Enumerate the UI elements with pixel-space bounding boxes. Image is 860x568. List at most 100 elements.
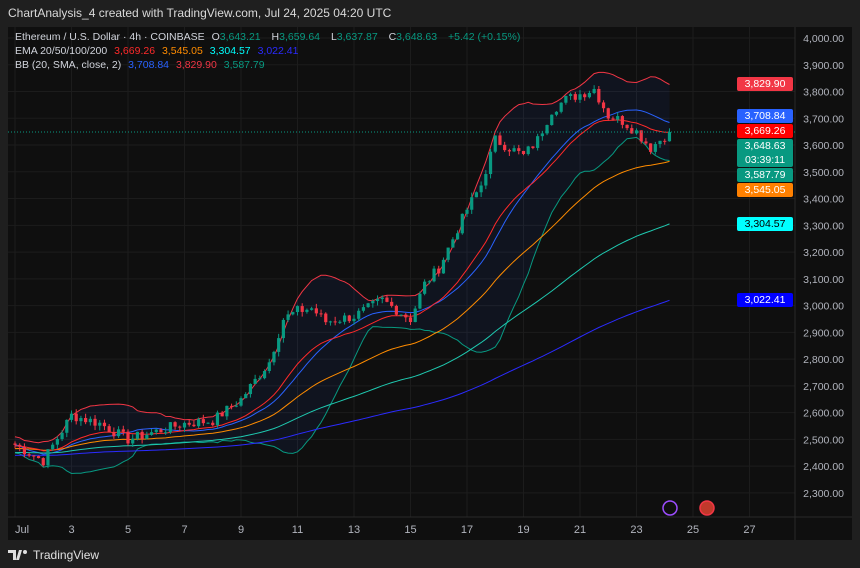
- price-chart[interactable]: 4,000.00 3,900.00 3,800.00 3,700.00 3,600.00…: [8, 27, 852, 540]
- candle-body: [107, 426, 111, 433]
- candle-body: [597, 88, 601, 103]
- bb-upper-value: 3,829.90: [175, 59, 217, 71]
- candle-body: [98, 422, 102, 426]
- candle-body: [620, 116, 624, 125]
- price-tick-label: 2,500.00: [803, 434, 844, 446]
- candle-body: [84, 418, 88, 423]
- price-tick-label: 4,000.00: [803, 33, 844, 45]
- symbol-label[interactable]: Ethereum / U.S. Dollar · 4h · COINBASE: [15, 31, 205, 43]
- badge-price: 3,022.41: [744, 293, 786, 306]
- candle-body: [366, 303, 370, 308]
- bollinger-band-fill: [15, 72, 670, 474]
- price-tick-label: 2,800.00: [803, 354, 844, 366]
- legend: Ethereum / U.S. Dollar · 4h · COINBASE O…: [15, 30, 524, 72]
- price-badge: 3,545.05: [737, 182, 793, 197]
- candle-body: [239, 398, 243, 406]
- candle-body: [347, 315, 351, 322]
- price-badge: 3,708.84: [737, 108, 793, 123]
- candle-body: [286, 314, 290, 320]
- chart-panel[interactable]: 4,000.00 3,900.00 3,800.00 3,700.00 3,600.00…: [8, 27, 852, 540]
- candle-body: [310, 308, 314, 310]
- lightning-event-icon: [662, 500, 678, 516]
- candle-body: [187, 422, 191, 425]
- price-badge: 3,648.63 03:39:11: [737, 138, 793, 167]
- ema50-line: [14, 160, 670, 451]
- candle-body: [201, 419, 205, 424]
- badge-price: 3,829.90: [744, 77, 786, 90]
- candle-body: [361, 307, 366, 311]
- candle-body: [517, 148, 521, 151]
- candle-body: [277, 338, 281, 352]
- candle-body: [295, 306, 300, 313]
- candle-body: [206, 422, 210, 424]
- price-badge: 3,304.57: [737, 217, 793, 232]
- time-tick-label: Jul: [15, 524, 29, 536]
- ema100-line: [14, 223, 670, 454]
- candle-body: [479, 185, 483, 193]
- price-tick-label: 3,100.00: [803, 274, 844, 286]
- candle-body: [357, 310, 361, 319]
- legend-bb[interactable]: BB (20, SMA, close, 2) 3,708.84 3,829.90…: [15, 58, 524, 72]
- price-badge: 3,829.90: [737, 76, 793, 91]
- candle-body: [305, 309, 309, 312]
- price-tick-label: 2,300.00: [803, 488, 844, 500]
- candle-body: [606, 108, 610, 119]
- time-tick-label: 25: [687, 524, 699, 536]
- candle-body: [521, 150, 526, 155]
- candle-body: [248, 384, 253, 395]
- us-flag-event-icon: [699, 500, 715, 516]
- candle-body: [658, 140, 662, 145]
- badge-price: 3,648.63: [744, 139, 786, 152]
- bb-upper-line: [14, 71, 670, 444]
- candle-body: [460, 213, 464, 234]
- candle-body: [653, 144, 657, 152]
- candle-body: [404, 314, 408, 318]
- candle-body: [470, 197, 474, 210]
- candle-body: [663, 140, 667, 142]
- legend-ohlc: Ethereum / U.S. Dollar · 4h · COINBASE O…: [15, 30, 524, 44]
- candle-body: [319, 313, 323, 315]
- legend-ema[interactable]: EMA 20/50/100/200 3,669.26 3,545.05 3,30…: [15, 44, 524, 58]
- candle-body: [220, 412, 224, 417]
- countdown-timer: 03:39:11: [744, 153, 786, 166]
- candle-body: [493, 135, 497, 152]
- candle-body: [36, 456, 41, 459]
- candle-body: [630, 128, 634, 134]
- candle-body: [267, 362, 271, 371]
- bb-basis-value: 3,708.84: [128, 59, 170, 71]
- candle-body: [333, 321, 337, 323]
- ema20-value: 3,669.26: [114, 45, 156, 57]
- candle-body: [611, 118, 615, 120]
- candle-body: [51, 444, 55, 450]
- candle-body: [432, 268, 436, 282]
- candle-body: [140, 431, 144, 439]
- candle-body: [564, 96, 568, 103]
- bb-basis-line: [14, 109, 670, 455]
- candle-body: [625, 124, 629, 129]
- time-tick-label: 5: [125, 524, 131, 536]
- badge-price: 3,304.57: [744, 218, 786, 231]
- price-tick-label: 3,600.00: [803, 140, 844, 152]
- candle-body: [145, 434, 149, 439]
- ema200-value: 3,022.41: [257, 45, 299, 57]
- time-tick-label: 23: [630, 524, 642, 536]
- price-tick-label: 3,500.00: [803, 167, 844, 179]
- brand-label: TradingView: [33, 548, 100, 562]
- badge-price: 3,669.26: [744, 124, 786, 137]
- tradingview-logo-icon: [8, 550, 27, 560]
- candle-body: [380, 297, 384, 300]
- candle-body: [338, 321, 342, 323]
- candle-body: [644, 141, 648, 144]
- ema-label: EMA 20/50/100/200: [15, 45, 108, 57]
- badge-price: 3,545.05: [744, 183, 786, 196]
- price-badge: 3,669.26: [737, 123, 793, 138]
- price-tick-label: 3,700.00: [803, 113, 844, 125]
- candle-body: [211, 422, 215, 426]
- candle-body: [371, 301, 375, 304]
- time-tick-label: 15: [404, 524, 416, 536]
- candle-body: [13, 443, 17, 445]
- tradingview-logo: TradingView: [8, 548, 99, 562]
- candle-body: [272, 351, 276, 363]
- candle-body: [498, 135, 502, 145]
- time-tick-label: 7: [181, 524, 187, 536]
